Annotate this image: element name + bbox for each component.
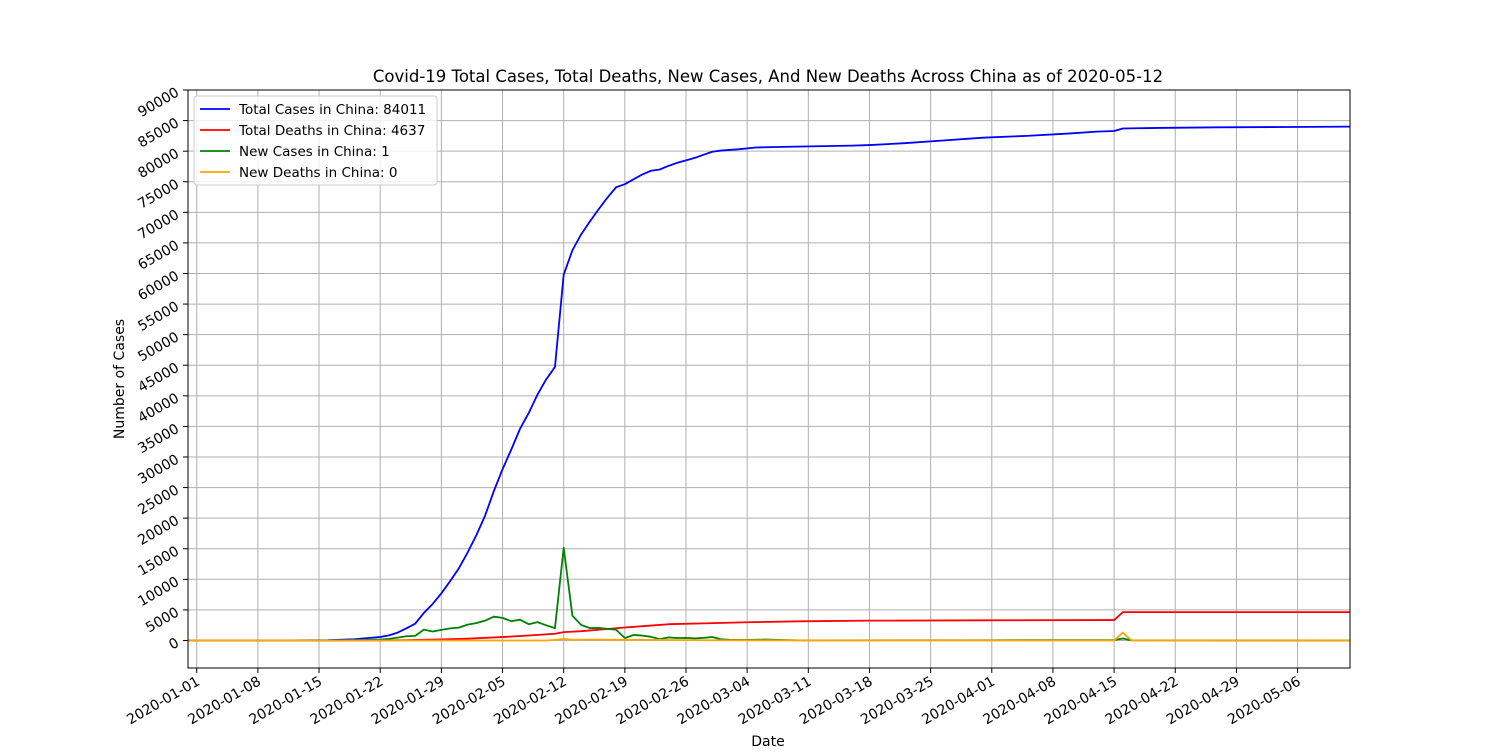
- y-tick-label: 5000: [143, 605, 182, 637]
- legend-label: New Cases in China: 1: [239, 144, 390, 160]
- x-axis: 2020-01-012020-01-082020-01-152020-01-22…: [124, 668, 1304, 728]
- legend-box: [193, 95, 438, 186]
- legend-label: New Deaths in China: 0: [239, 165, 397, 181]
- series-line-0: [188, 125, 1351, 642]
- series-layer: [188, 125, 1351, 642]
- chart-title: Covid-19 Total Cases, Total Deaths, New …: [373, 67, 1163, 86]
- series-line-1: [188, 611, 1351, 642]
- y-tick-label: 0: [166, 635, 182, 653]
- y-axis-label: Number of Cases: [112, 319, 128, 439]
- x-axis-label: Date: [751, 734, 784, 750]
- plot-area-frame: [187, 89, 1351, 669]
- y-axis: 0500010000150002000025000300003500040000…: [135, 85, 188, 653]
- y-tick-label: 90000: [135, 85, 182, 121]
- series-line-3: [188, 631, 1350, 642]
- legend-label: Total Cases in China: 84011: [238, 102, 426, 118]
- legend-label: Total Deaths in China: 4637: [238, 123, 425, 139]
- legend: Total Cases in China: 84011 Total Deaths …: [193, 95, 438, 186]
